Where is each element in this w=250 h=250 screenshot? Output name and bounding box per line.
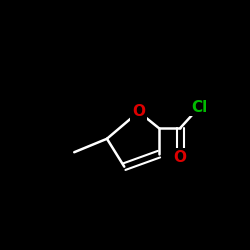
Text: O: O — [174, 150, 186, 164]
Text: O: O — [132, 104, 145, 119]
Text: Cl: Cl — [191, 100, 208, 114]
